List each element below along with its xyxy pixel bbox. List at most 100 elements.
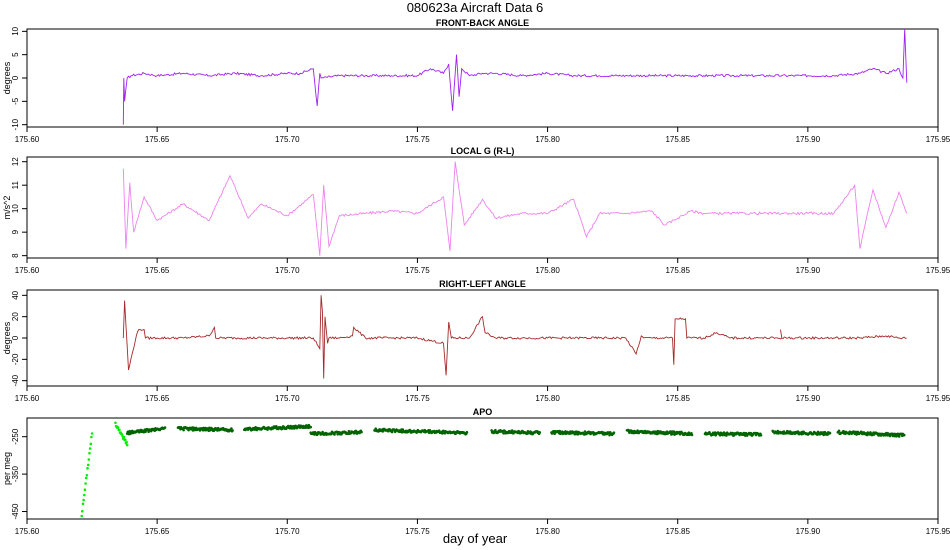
apo-point-group xyxy=(114,421,129,447)
apo-point xyxy=(266,428,269,431)
y-tick-label: -350 xyxy=(11,466,20,483)
apo-point-group xyxy=(125,426,167,436)
apo-point xyxy=(81,509,84,513)
apo-point xyxy=(116,426,120,429)
y-tick-label: 0 xyxy=(11,335,20,340)
y-tick-label: 40 xyxy=(11,290,20,299)
apo-point xyxy=(88,447,92,450)
apo-point xyxy=(88,451,91,455)
y-tick-label: 0 xyxy=(11,75,20,80)
apo-point xyxy=(83,488,87,492)
apo-point-group xyxy=(490,428,542,436)
apo-point-group xyxy=(309,429,363,437)
x-tick-label: 175.85 xyxy=(665,394,690,403)
y-tick-label: -450 xyxy=(11,503,20,520)
x-tick-label: 175.60 xyxy=(15,527,40,536)
x-tick-label: 175.70 xyxy=(275,394,300,403)
y-tick-label: -40 xyxy=(11,374,20,386)
apo-point xyxy=(347,429,351,433)
y-tick-label: 10 xyxy=(11,204,20,213)
apo-point xyxy=(125,440,128,444)
x-tick-label: 175.85 xyxy=(665,527,690,536)
apo-point xyxy=(122,435,126,439)
series-line-1 xyxy=(122,161,908,256)
y-axis-label: degrees xyxy=(2,321,12,354)
x-tick-label: 175.75 xyxy=(405,135,430,144)
x-tick-label: 175.90 xyxy=(796,266,821,275)
x-tick-label: 175.95 xyxy=(926,266,950,275)
x-tick-label: 175.65 xyxy=(145,527,170,536)
plot-frame xyxy=(26,156,939,259)
apo-point xyxy=(837,429,841,433)
apo-point xyxy=(85,474,89,477)
apo-point xyxy=(90,432,94,435)
x-tick-label: 175.90 xyxy=(796,394,821,403)
apo-point xyxy=(187,428,190,432)
apo-point xyxy=(828,431,832,435)
x-tick-label: 175.90 xyxy=(796,135,821,144)
y-tick-label: -20 xyxy=(11,353,20,365)
y-tick-label: -10 xyxy=(11,118,20,130)
series-line-2 xyxy=(122,295,907,379)
x-axis-label: day of year xyxy=(442,531,508,546)
y-axis-label: degrees xyxy=(2,61,12,94)
apo-point xyxy=(390,430,394,434)
apo-point xyxy=(124,438,127,442)
y-axis-label: m/s^2 xyxy=(2,196,12,220)
x-tick-label: 175.75 xyxy=(405,266,430,275)
apo-point xyxy=(86,463,90,467)
y-tick-label: 11 xyxy=(11,180,20,189)
apo-point xyxy=(725,434,728,437)
x-tick-label: 175.65 xyxy=(145,394,170,403)
x-tick-label: 175.70 xyxy=(275,135,300,144)
x-tick-label: 175.65 xyxy=(145,266,170,275)
x-tick-label: 175.75 xyxy=(405,527,430,536)
y-tick-label: 9 xyxy=(11,229,20,234)
apo-point xyxy=(114,421,117,425)
y-tick-label: 12 xyxy=(11,157,20,166)
x-tick-label: 175.65 xyxy=(145,135,170,144)
x-tick-label: 175.60 xyxy=(15,135,40,144)
apo-point-group xyxy=(836,429,906,438)
apo-point xyxy=(902,433,906,437)
apo-point xyxy=(87,458,91,461)
apo-point xyxy=(690,433,694,437)
apo-point xyxy=(333,433,336,436)
apo-point xyxy=(374,427,378,431)
figure-title: 080623a Aircraft Data 6 xyxy=(406,0,544,15)
x-tick-label: 175.80 xyxy=(535,135,560,144)
y-tick-label: -250 xyxy=(11,428,20,445)
apo-point xyxy=(84,476,88,480)
panel-title: RIGHT-LEFT ANGLE xyxy=(439,279,526,289)
y-tick-label: 8 xyxy=(11,253,20,258)
apo-point xyxy=(80,514,83,518)
x-tick-label: 175.80 xyxy=(535,527,560,536)
x-tick-label: 175.95 xyxy=(926,394,950,403)
y-axis-label: per meg xyxy=(2,452,12,485)
panel-title: LOCAL G (R-L) xyxy=(451,146,515,156)
apo-point-group xyxy=(771,429,832,437)
y-tick-label: 20 xyxy=(11,312,20,321)
apo-point xyxy=(583,430,587,433)
apo-point xyxy=(84,482,87,485)
x-tick-label: 175.80 xyxy=(535,394,560,403)
apo-point xyxy=(502,432,505,435)
x-tick-label: 175.95 xyxy=(926,135,950,144)
apo-point xyxy=(538,431,542,434)
x-tick-label: 175.85 xyxy=(665,135,690,144)
panel-title: FRONT-BACK ANGLE xyxy=(436,18,529,28)
apo-point-group xyxy=(550,429,616,437)
x-tick-label: 175.60 xyxy=(15,266,40,275)
x-tick-label: 175.95 xyxy=(926,527,950,536)
apo-point xyxy=(231,429,234,432)
apo-point-group xyxy=(243,423,313,432)
apo-point xyxy=(230,427,233,430)
apo-point xyxy=(895,435,898,438)
apo-point xyxy=(182,428,185,432)
apo-point xyxy=(86,467,89,470)
apo-point xyxy=(89,442,93,446)
plot-frame xyxy=(26,417,939,520)
x-tick-label: 175.90 xyxy=(796,527,821,536)
y-tick-label: 10 xyxy=(11,26,20,35)
